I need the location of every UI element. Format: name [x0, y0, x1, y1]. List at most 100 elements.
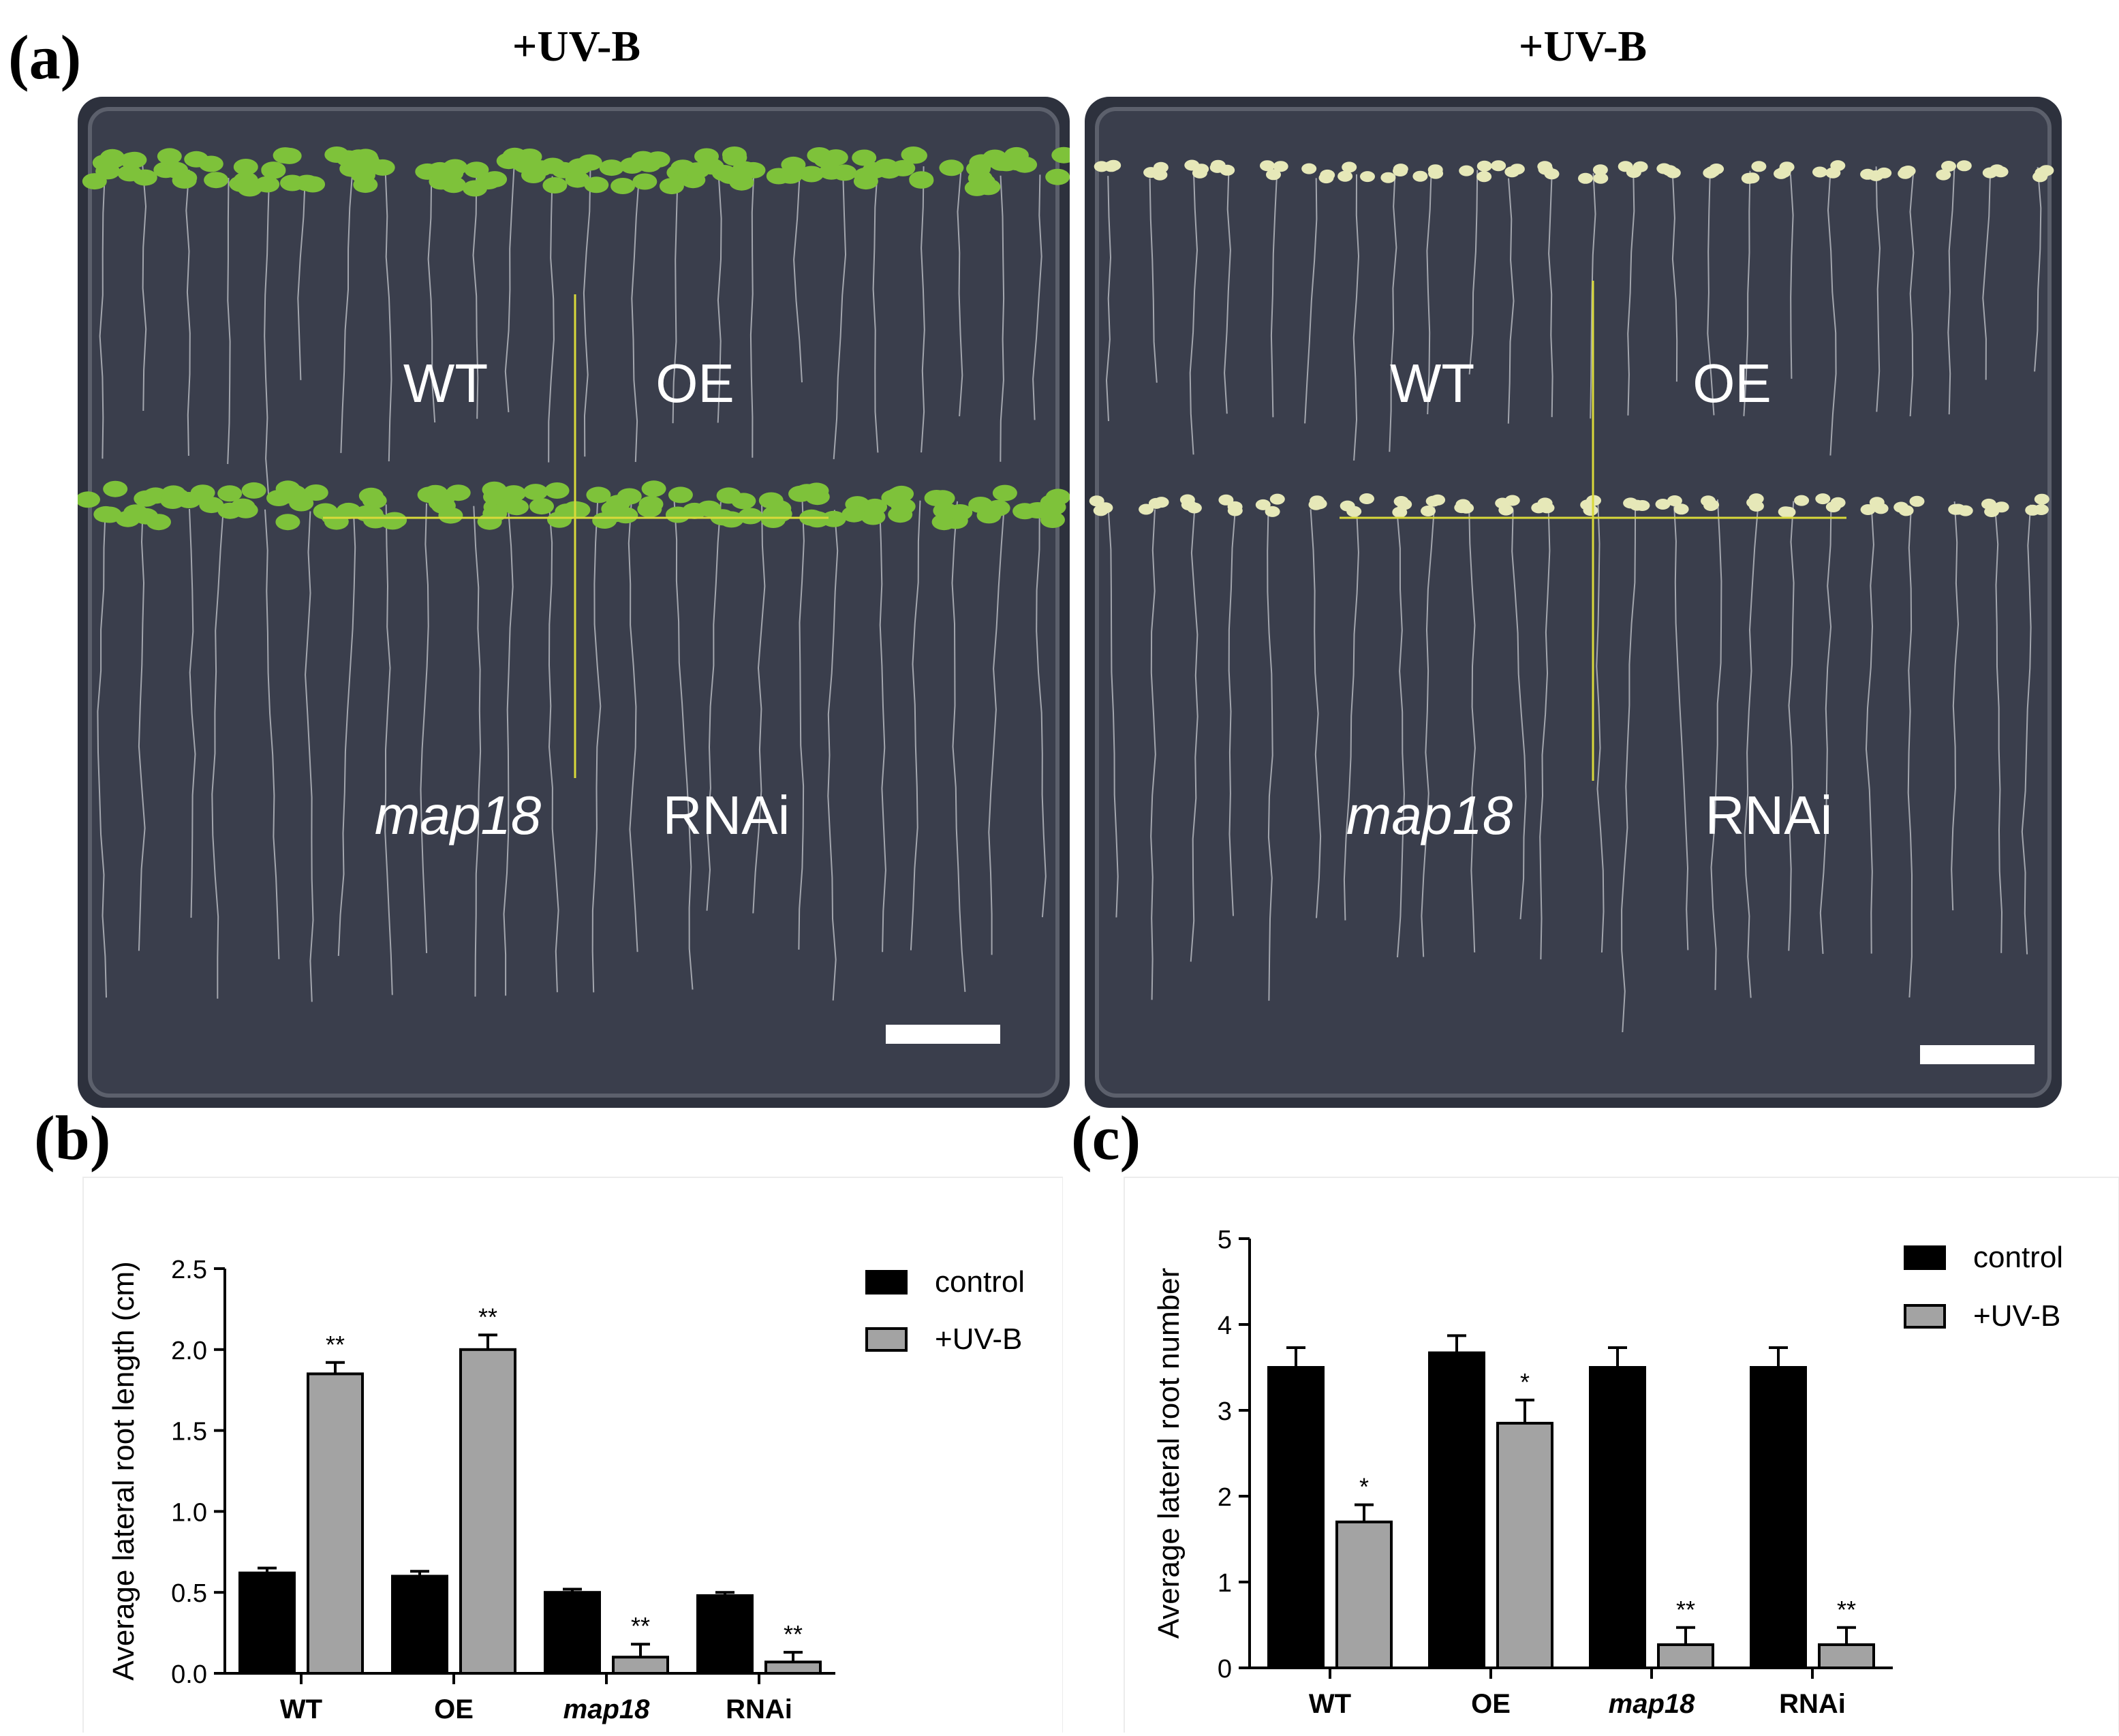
root [798, 499, 805, 950]
leaf [1227, 501, 1243, 512]
bar-control-rnai [1750, 1366, 1807, 1669]
leaf [289, 495, 314, 512]
leaf [2039, 165, 2054, 176]
root [1951, 501, 1960, 911]
root [1190, 512, 1198, 962]
leaf [1629, 499, 1645, 511]
leaf [903, 147, 927, 164]
leaf [1094, 161, 1109, 172]
leaf [781, 156, 806, 173]
root [227, 178, 231, 465]
leaf [1993, 166, 2009, 178]
leaf [939, 159, 964, 176]
root [672, 178, 679, 424]
leaf [610, 178, 636, 194]
leaf [1273, 161, 1288, 172]
bar-uvb-oe [1496, 1421, 1553, 1669]
leaf [832, 164, 857, 181]
leaf [442, 159, 467, 176]
leaf [659, 178, 684, 195]
root [1105, 176, 1112, 422]
root [384, 175, 392, 462]
root [297, 175, 306, 380]
x-tick-label: WT [280, 1694, 322, 1724]
bar-control-wt [1267, 1366, 1325, 1669]
root [1507, 178, 1515, 424]
root [872, 166, 879, 453]
leaf [233, 501, 258, 518]
leaf [1301, 163, 1317, 174]
x-tick-label: map18 [1609, 1689, 1695, 1719]
leaf [1255, 499, 1271, 510]
leaf [1380, 172, 1396, 183]
legend-label: control [935, 1265, 1025, 1299]
root [1707, 170, 1715, 416]
leaf [577, 154, 602, 171]
root [1036, 508, 1047, 918]
leaf [1868, 170, 1884, 181]
leaf [1705, 166, 1720, 177]
root [1228, 507, 1237, 916]
root [340, 166, 354, 453]
leaf [157, 148, 182, 165]
quadrant-label-rnai: RNAi [1705, 785, 1833, 846]
leaf [696, 500, 722, 517]
x-tick-label: RNAi [726, 1694, 792, 1724]
root [420, 503, 429, 953]
significance-mark: ** [631, 1612, 650, 1640]
root [706, 501, 722, 911]
leaf [1778, 506, 1793, 518]
y-tick-label: 1.5 [171, 1418, 207, 1446]
leaf [1265, 506, 1280, 517]
root [717, 177, 722, 423]
panel-b-letter: (b) [34, 1103, 111, 1173]
root [185, 169, 191, 456]
y-tick-label: 5 [1218, 1226, 1232, 1254]
y-tick-label: 0.5 [171, 1579, 207, 1608]
root [1310, 509, 1322, 918]
leaf [1218, 494, 1234, 506]
root [1150, 509, 1156, 1000]
leaf [862, 162, 887, 179]
leaf [78, 491, 100, 508]
leaf [2025, 504, 2041, 516]
quadrant-label-oe: OE [655, 353, 734, 414]
root [264, 172, 270, 500]
root [878, 502, 886, 952]
leaf [117, 165, 142, 182]
root [1426, 168, 1432, 415]
root [503, 505, 514, 996]
leaf [97, 506, 122, 523]
leaf [358, 487, 384, 504]
root [988, 505, 1005, 955]
root [1267, 510, 1273, 1001]
root [1000, 175, 1005, 462]
right-plate-photo: WT OE map18 RNAi [1085, 97, 2062, 1108]
left-plate-title: +UV-B [512, 22, 641, 70]
root [504, 167, 515, 413]
root [1789, 174, 1794, 379]
bar-uvb-wt [1335, 1520, 1393, 1670]
quadrant-label-oe: OE [1692, 353, 1772, 414]
bar-control-oe [391, 1575, 448, 1675]
leaf [482, 171, 508, 188]
leaf [767, 500, 792, 517]
leaf [1139, 503, 1154, 515]
legend-swatch [1904, 1304, 1946, 1329]
leaf [1051, 146, 1070, 164]
leaf [303, 484, 328, 501]
leaf [1667, 495, 1682, 506]
leaf [861, 508, 886, 525]
leaf [1509, 164, 1525, 175]
leaf [255, 176, 280, 193]
leaf [1900, 166, 1916, 176]
legend-label: +UV-B [1973, 1299, 2060, 1333]
root [1189, 168, 1198, 455]
leaf [586, 486, 611, 503]
y-tick-label: 4 [1218, 1312, 1232, 1340]
root [1270, 172, 1278, 418]
leaf [891, 498, 916, 515]
root [1671, 177, 1678, 382]
root [473, 506, 482, 997]
leaf [1860, 504, 1876, 515]
